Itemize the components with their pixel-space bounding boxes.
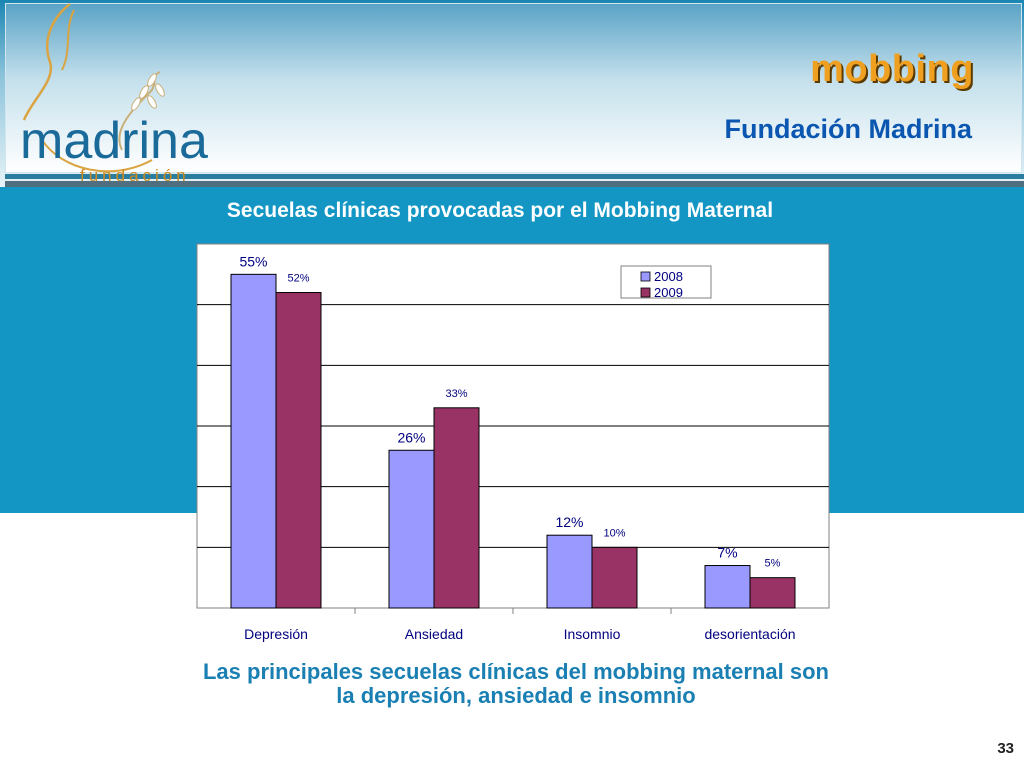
data-label: 10% [603, 527, 625, 539]
legend-label-2009: 2009 [654, 285, 683, 300]
bar-2008-Ansiedad [388, 449, 435, 609]
bar-2008-Insomnio [546, 534, 593, 609]
data-label: 26% [397, 429, 425, 445]
header-background [0, 0, 1024, 190]
bar-2009-Ansiedad [433, 407, 480, 609]
x-tick-label: Depresión [244, 626, 308, 642]
conclusion-line-2: la depresión, ansiedad e insomnio [336, 683, 696, 708]
legend-swatch-2008 [640, 271, 651, 282]
bars: 55% 52% 26% 33% 12% 10% 7% 5% [230, 253, 796, 609]
bar-2009-Depresión [275, 292, 322, 609]
slide-subtitle: Fundación Madrina [724, 114, 972, 144]
data-label: 52% [287, 273, 309, 285]
bar-2008-Depresión [230, 273, 277, 609]
bar-2009-Insomnio [591, 546, 638, 609]
chart-heading: Secuelas clínicas provocadas por el Mobb… [226, 199, 774, 222]
conclusion-line-1: Las principales secuelas clínicas del mo… [202, 659, 829, 684]
conclusion-text: Las principales secuelas clínicas del mo… [0, 660, 1024, 708]
x-axis-labels: Depresión Ansiedad Insomnio desorientación [244, 608, 796, 642]
x-tick-label: desorientación [704, 626, 795, 642]
legend: 2008 2009 [620, 265, 712, 300]
logo-subtitle: fundación [80, 166, 190, 185]
slide-title: mobbing [810, 48, 974, 90]
legend-box [620, 265, 712, 299]
bar-2008-desorientación [704, 565, 751, 609]
data-label: 5% [765, 558, 781, 570]
bar-2009-desorientación [749, 577, 796, 609]
data-label: 7% [717, 545, 737, 561]
madrina-logo: madrina fundación [20, 3, 208, 185]
data-label: 55% [239, 253, 267, 269]
page-number: 33 [997, 740, 1014, 757]
x-tick-label: Ansiedad [405, 626, 463, 642]
bar-chart: 55% 52% 26% 33% 12% 10% 7% 5% Depresión Ansiedad… [196, 243, 830, 642]
logo-wordmark: madrina [20, 112, 208, 170]
legend-label-2008: 2008 [654, 269, 683, 284]
data-label: 33% [445, 388, 467, 400]
legend-swatch-2009 [640, 287, 651, 298]
header-rule-dark [5, 181, 1024, 187]
header-panel [5, 3, 1022, 173]
x-tick-label: Insomnio [564, 626, 621, 642]
header-rule [5, 174, 1024, 179]
data-label: 12% [555, 514, 583, 530]
